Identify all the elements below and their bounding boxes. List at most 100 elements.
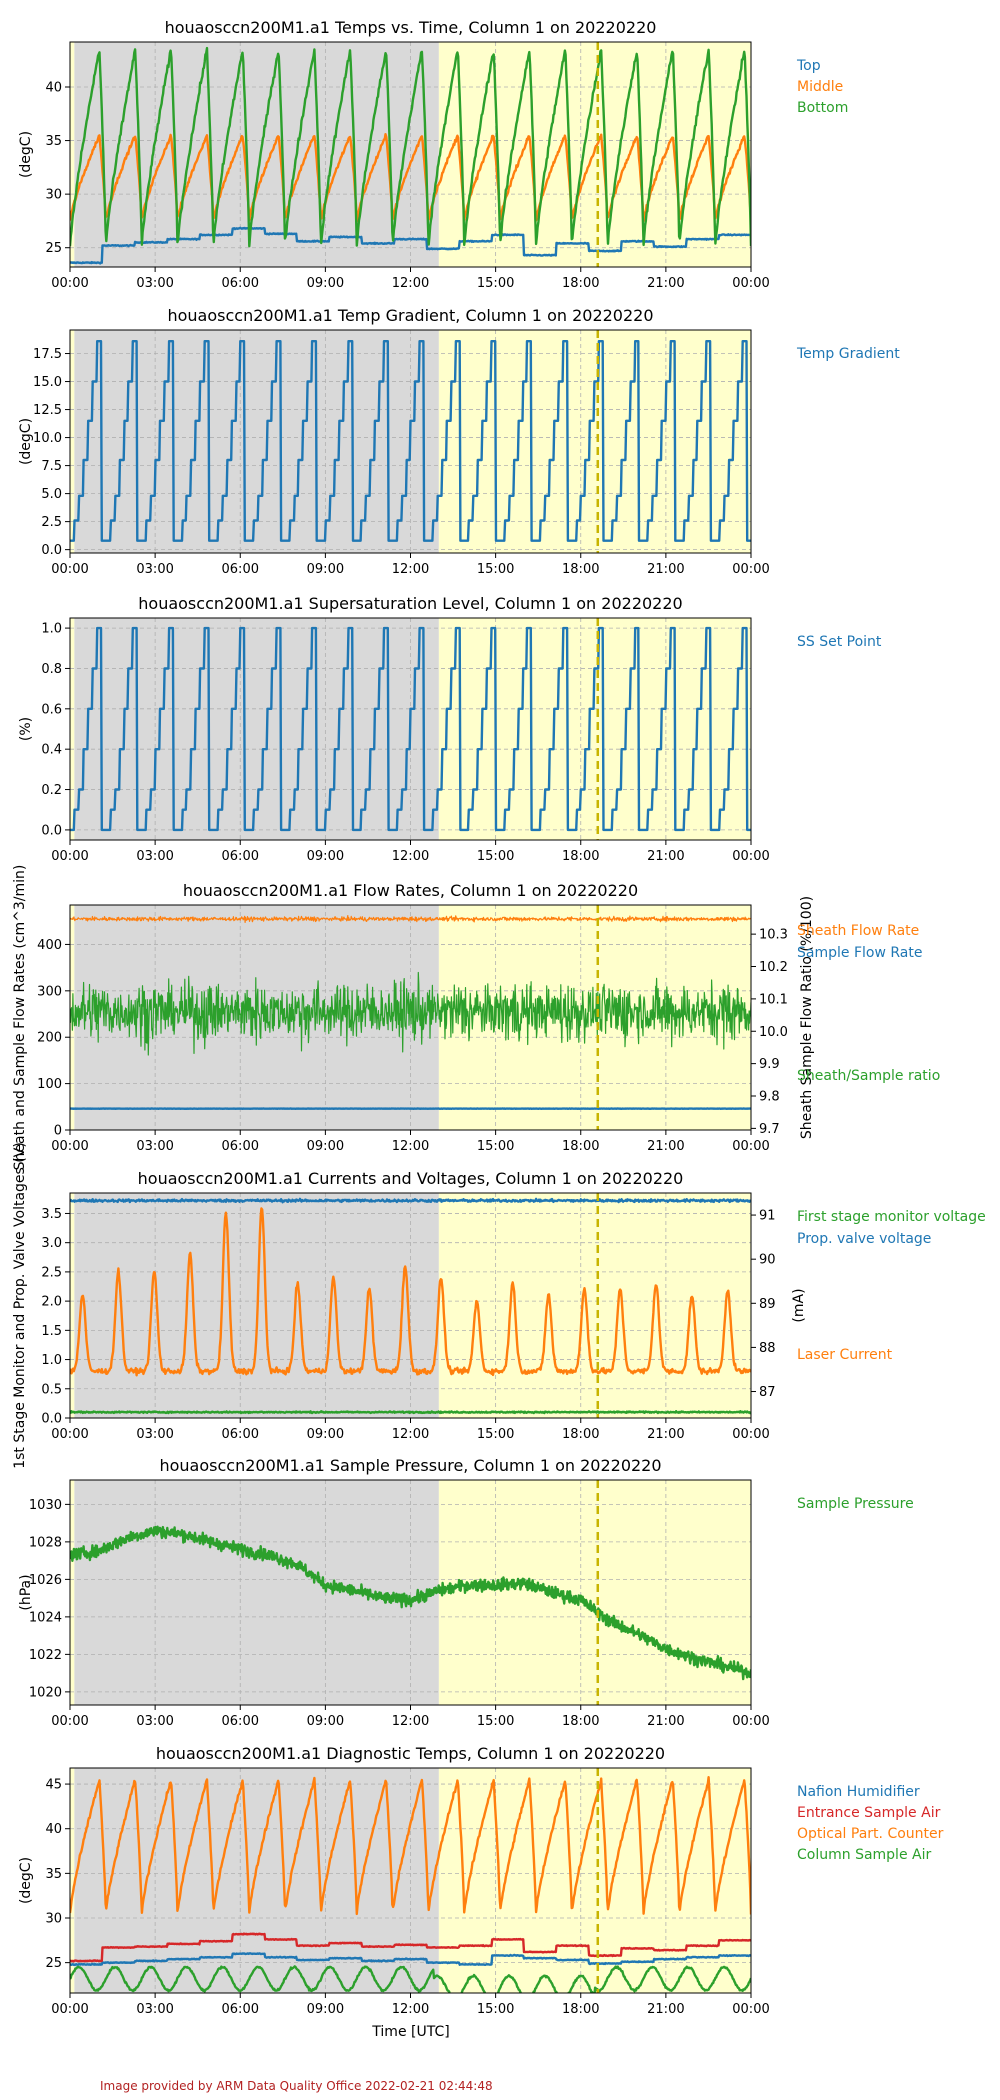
x-tick-label: 12:00 (392, 562, 429, 577)
x-tick-label: 15:00 (477, 849, 514, 864)
legend-entry: SS Set Point (797, 634, 882, 650)
series-line-temp-gradient (70, 340, 751, 542)
chart-title: houaosccn200M1.a1 Temp Gradient, Column … (167, 306, 653, 325)
y-right-tick-label: 90 (759, 1253, 776, 1268)
y-right-tick-label: 10.1 (759, 992, 788, 1007)
legend-entry: Temp Gradient (796, 346, 900, 362)
series-group (70, 1776, 751, 1993)
x-tick-label: 09:00 (307, 1427, 344, 1442)
y-tick-label: 0.0 (41, 1412, 62, 1427)
x-tick-label: 06:00 (222, 1139, 259, 1154)
x-tick-label: 18:00 (562, 1427, 599, 1442)
night-shade (74, 330, 439, 553)
panel-4: 00:00 03:00 06:00 09:00 12:00 15:00 18:00 21:00… (12, 865, 940, 1171)
series-line-entrance-sample-air (70, 1932, 751, 1963)
legend-entry: Sheath Flow Rate (797, 923, 919, 939)
legend-entry: Sheath/Sample ratio (797, 1068, 940, 1084)
y-tick-label: 12.5 (33, 403, 62, 418)
y-axis-label: Sheath and Sample Flow Rates (cm^3/min) (12, 865, 28, 1171)
y-tick-label: 0.4 (41, 743, 62, 758)
y-tick-label: 1028 (29, 1535, 62, 1550)
x-tick-label: 18:00 (562, 2002, 599, 2017)
panel-1: 00:00 03:00 06:00 09:00 12:00 15:00 18:00 21:00… (18, 18, 848, 291)
y-tick-label: 5.0 (41, 487, 62, 502)
legend-entry: Nafion Humidifier (797, 1784, 920, 1800)
y-right-tick-label: 9.7 (759, 1122, 780, 1137)
y-right-tick-label: 10.2 (759, 960, 788, 975)
series-line-sample-pressure (70, 1525, 751, 1681)
y-tick-label: 2.5 (41, 1265, 62, 1280)
y-tick-label: 10.0 (33, 431, 62, 446)
y-tick-label: 0.0 (41, 823, 62, 838)
x-tick-label: 15:00 (477, 276, 514, 291)
series-group (70, 626, 751, 832)
y-tick-label: 3.0 (41, 1236, 62, 1251)
night-shade (74, 1480, 439, 1705)
series-line-nafion-humidifier (70, 1952, 751, 1967)
y-tick-label: 35 (45, 134, 62, 149)
y-tick-label: 1.0 (41, 622, 62, 637)
series-line-bottom (70, 46, 751, 248)
x-tick-label: 06:00 (222, 849, 259, 864)
series-group (70, 1197, 751, 1415)
x-tick-label: 03:00 (136, 2002, 173, 2017)
y-tick-label: 40 (45, 1822, 62, 1837)
y-tick-label: 0 (54, 1124, 62, 1139)
y-axis-label-right: Sheath Sample Flow Ratio (%/100) (799, 896, 815, 1139)
x-tick-label: 00:00 (51, 1427, 88, 1442)
x-tick-label: 03:00 (136, 562, 173, 577)
x-tick-label: 00:00 (51, 1139, 88, 1154)
x-tick-label: 12:00 (392, 1714, 429, 1729)
x-tick-label: 03:00 (136, 1139, 173, 1154)
y-right-tick-label: 9.9 (759, 1057, 780, 1072)
y-tick-label: 1030 (29, 1498, 62, 1513)
x-tick-label: 00:00 (51, 2002, 88, 2017)
legend-entry: Column Sample Air (797, 1847, 931, 1863)
y-axis-label: (degC) (18, 1857, 34, 1904)
y-axis-label: (%) (18, 717, 34, 741)
legend-entry: Optical Part. Counter (797, 1826, 944, 1842)
legend-entry: Laser Current (797, 1347, 893, 1363)
x-tick-label: 21:00 (647, 562, 684, 577)
y-tick-label: 40 (45, 81, 62, 96)
x-tick-label: 06:00 (222, 2002, 259, 2017)
y-tick-label: 300 (37, 984, 62, 999)
chart-title: houaosccn200M1.a1 Supersaturation Level,… (138, 594, 682, 613)
x-tick-label: 00:00 (732, 1139, 769, 1154)
x-tick-label: 03:00 (136, 849, 173, 864)
y-tick-label: 0.0 (41, 543, 62, 558)
x-tick-label: 03:00 (136, 276, 173, 291)
y-tick-label: 1.0 (41, 1353, 62, 1368)
series-group (70, 915, 751, 1110)
x-tick-label: 00:00 (732, 276, 769, 291)
y-axis-label-right: (mA) (791, 1288, 807, 1322)
night-shade (74, 618, 439, 840)
y-tick-label: 17.5 (33, 347, 62, 362)
x-tick-label: 00:00 (51, 562, 88, 577)
chart-title: houaosccn200M1.a1 Currents and Voltages,… (138, 1169, 684, 1188)
x-tick-label: 18:00 (562, 276, 599, 291)
dawn-shade (70, 330, 75, 553)
series-line-optical-part-counter (70, 1776, 751, 1916)
x-tick-label: 18:00 (562, 562, 599, 577)
series-line-sheath-sample-ratio (70, 971, 751, 1056)
y-right-tick-label: 10.0 (759, 1025, 788, 1040)
y-tick-label: 45 (45, 1778, 62, 1793)
dawn-shade (70, 42, 75, 267)
chart-title: houaosccn200M1.a1 Sample Pressure, Colum… (159, 1456, 661, 1475)
y-right-tick-label: 87 (759, 1385, 776, 1400)
series-line-laser-current (70, 1207, 751, 1377)
y-tick-label: 25 (45, 1956, 62, 1971)
x-tick-label: 12:00 (392, 849, 429, 864)
legend-entry: Middle (797, 79, 843, 95)
panels-group: 00:00 03:00 06:00 09:00 12:00 15:00 18:00 21:00… (12, 18, 986, 2017)
x-tick-label: 15:00 (477, 1714, 514, 1729)
panel-6: 00:00 03:00 06:00 09:00 12:00 15:00 18:00 21:00… (18, 1456, 914, 1729)
y-axis-label: (hPa) (18, 1574, 34, 1610)
x-tick-label: 09:00 (307, 1714, 344, 1729)
x-tick-label: 06:00 (222, 562, 259, 577)
x-tick-label: 00:00 (732, 2002, 769, 2017)
y-tick-label: 30 (45, 188, 62, 203)
legend-entry: Bottom (797, 100, 848, 116)
